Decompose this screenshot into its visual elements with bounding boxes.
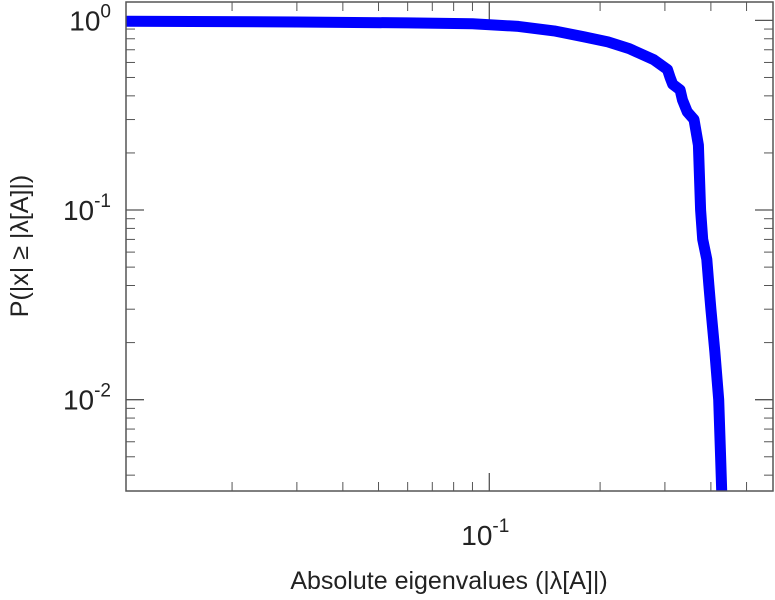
y-tick-label: 10-1 (63, 191, 111, 226)
x-tick-label: 10-1 (461, 516, 509, 551)
minor-ticks (126, 2, 773, 491)
tick-labels: 100 10-1 10-2 10-1 (63, 1, 509, 551)
series-line-eigenvalue-ccdf (125, 15, 728, 492)
y-tick-label: 100 (69, 1, 111, 36)
plot-area-frame (125, 1, 774, 492)
y-tick-label: 10-2 (63, 381, 111, 416)
y-axis-title: P(|x| ≥ |λ[A]|) (6, 175, 34, 317)
major-ticks (126, 2, 773, 491)
x-axis-title: Absolute eigenvalues (|λ[A]|) (290, 567, 607, 595)
